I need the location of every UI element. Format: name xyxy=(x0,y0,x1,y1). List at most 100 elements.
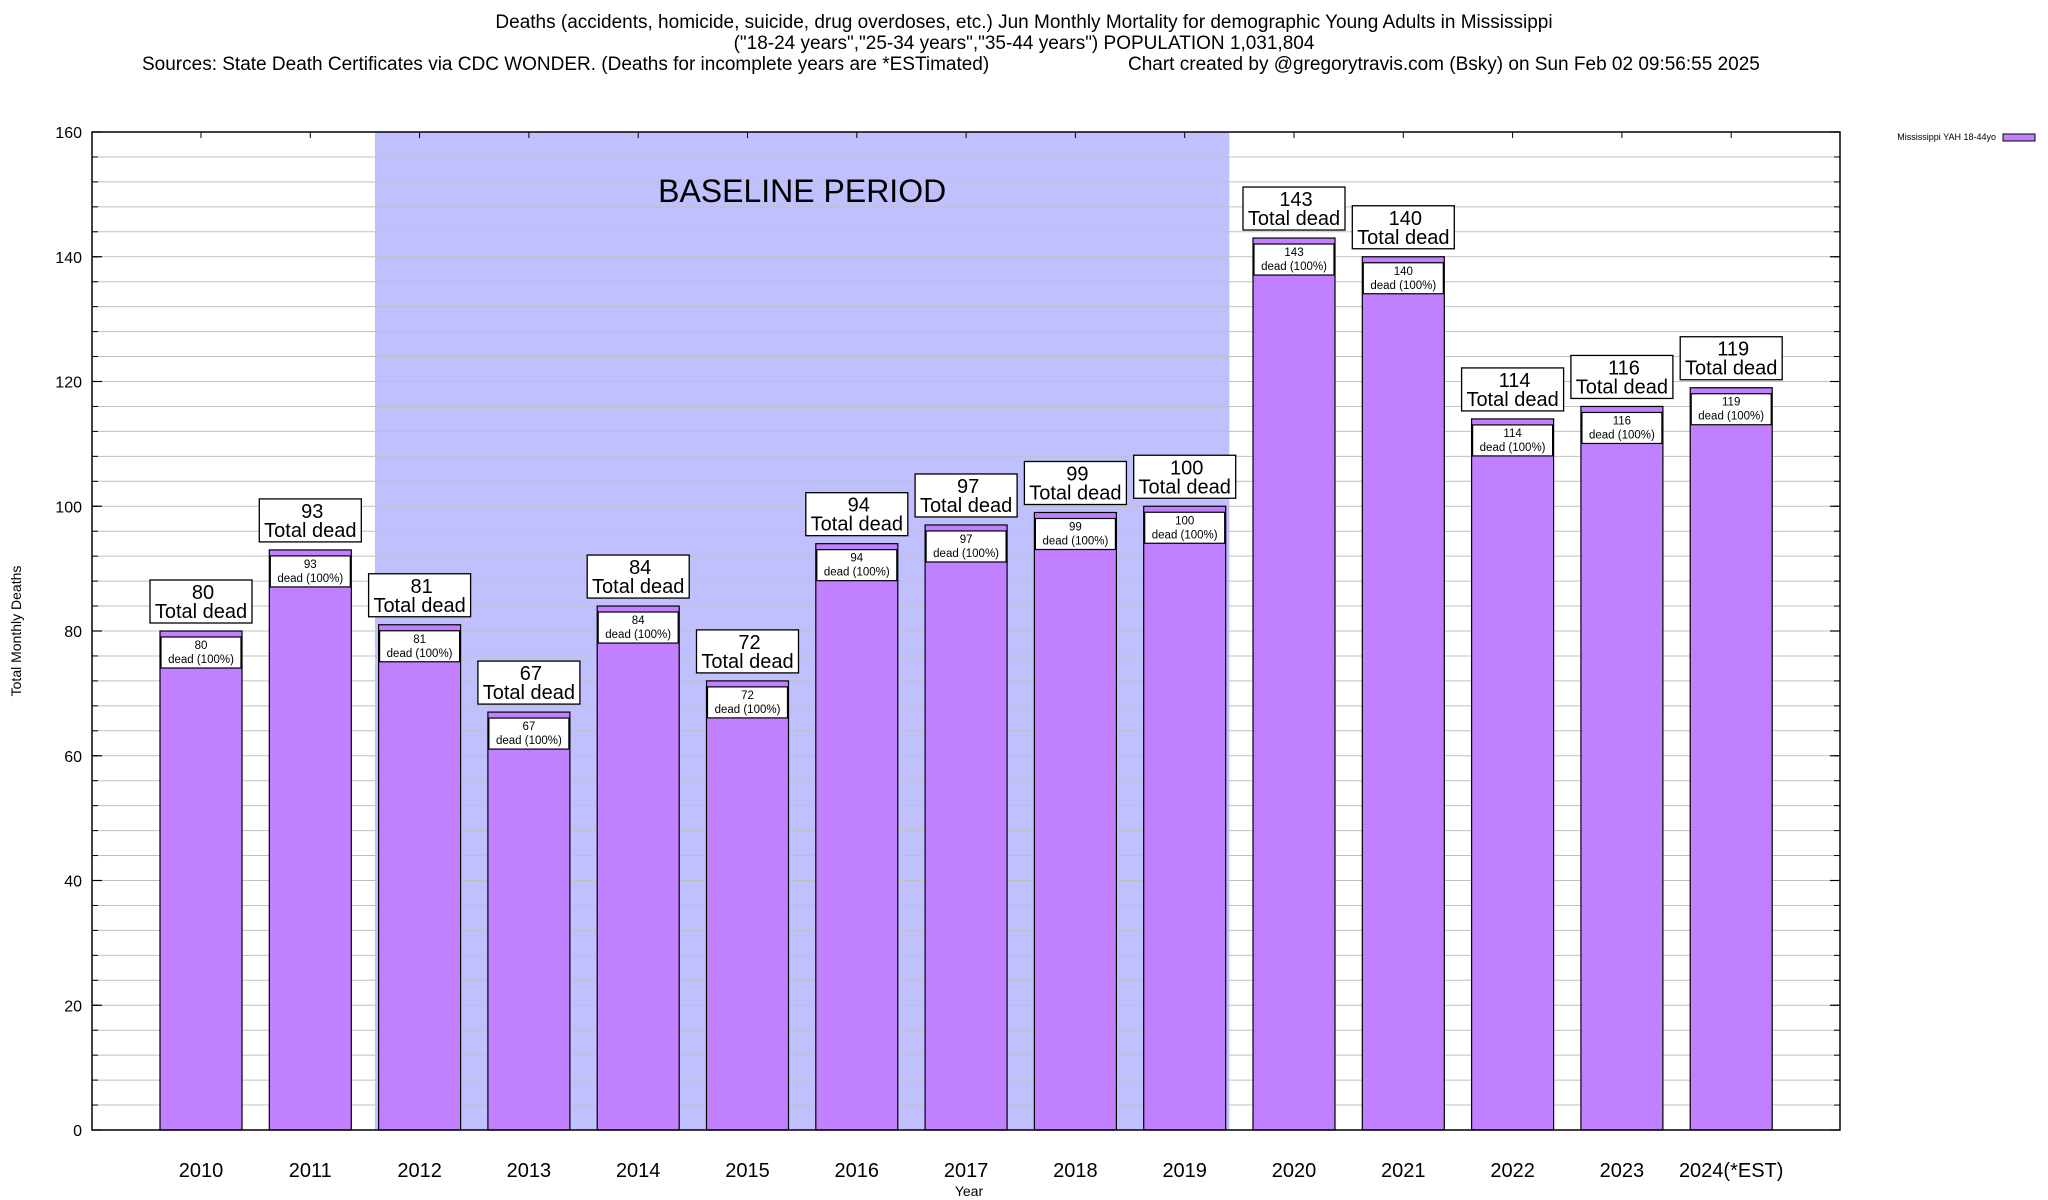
top-label-value: 119 xyxy=(1717,339,1749,361)
top-label-box xyxy=(149,579,253,624)
top-label-text: Total dead xyxy=(701,651,793,673)
chart-title: Deaths (accidents, homicide, suicide, dr… xyxy=(0,12,2048,54)
top-label-box xyxy=(477,660,581,705)
bar xyxy=(159,630,243,1131)
top-label-value: 116 xyxy=(1608,357,1640,379)
x-tick-label: 2013 xyxy=(507,1160,552,1182)
x-tick-label: 2015 xyxy=(725,1160,770,1182)
inner-label-box xyxy=(1034,517,1117,551)
top-label-box xyxy=(1242,186,1346,231)
inner-label-box xyxy=(1362,262,1444,295)
y-tick-label: 100 xyxy=(55,499,82,516)
x-tick-label: 2024(*EST) xyxy=(1679,1160,1784,1182)
bar-layer xyxy=(159,237,1773,1131)
title-line-1: Deaths (accidents, homicide, suicide, dr… xyxy=(495,12,1553,33)
inner-label-text: dead (100%) xyxy=(1370,280,1436,292)
top-label-box xyxy=(1679,336,1783,381)
inner-label-text: dead (100%) xyxy=(1589,429,1655,441)
chart-credit: Chart created by @gregorytravis.com (Bsk… xyxy=(1128,54,1760,75)
top-label-value: 93 xyxy=(301,501,323,523)
inner-label-box xyxy=(1471,424,1554,457)
top-label-text: Total dead xyxy=(483,682,575,704)
x-tick-label: 2014 xyxy=(616,1160,661,1182)
inner-label-value: 80 xyxy=(195,640,208,652)
inner-label-value: 84 xyxy=(632,615,645,627)
x-tick-label: 2017 xyxy=(944,1160,989,1182)
top-label-value: 94 xyxy=(848,495,870,517)
inner-label-value: 119 xyxy=(1722,397,1740,409)
top-label-value: 72 xyxy=(738,632,760,654)
top-label-text: Total dead xyxy=(1576,376,1668,398)
y-tick-label: 0 xyxy=(73,1123,82,1140)
top-label-box xyxy=(1351,205,1455,250)
top-label-text: Total dead xyxy=(1029,482,1121,504)
inner-label-text: dead (100%) xyxy=(1152,529,1218,541)
top-label-value: 99 xyxy=(1066,463,1088,485)
top-label-value: 80 xyxy=(192,582,214,604)
inner-label-box xyxy=(1253,243,1335,276)
inner-label-value: 67 xyxy=(523,721,536,733)
top-label-box xyxy=(914,473,1018,518)
inner-label-box xyxy=(269,555,351,588)
top-label-text: Total dead xyxy=(264,520,356,542)
y-axis-title: Total Monthly Deaths xyxy=(8,566,24,697)
inner-label-box xyxy=(816,549,898,582)
inner-label-box xyxy=(488,717,570,750)
bar xyxy=(1470,418,1555,1131)
top-label-text: Total dead xyxy=(373,595,465,617)
title-line-2: ("18-24 years","25-34 years","35-44 year… xyxy=(733,33,1315,54)
top-label-text: Total dead xyxy=(1466,389,1558,411)
bar xyxy=(596,605,680,1131)
inner-label-value: 114 xyxy=(1503,428,1522,440)
inner-label-text: dead (100%) xyxy=(1698,411,1764,423)
bar xyxy=(1580,405,1664,1131)
inner-label-box xyxy=(1690,393,1772,426)
inner-label-text: dead (100%) xyxy=(715,704,781,716)
inner-label-value: 97 xyxy=(960,534,973,546)
x-tick-label: 2011 xyxy=(289,1160,332,1182)
top-label-value: 84 xyxy=(629,557,651,579)
bar xyxy=(378,624,462,1131)
top-label-text: Total dead xyxy=(1357,227,1449,249)
top-label-text: Total dead xyxy=(920,495,1012,517)
top-label-value: 143 xyxy=(1279,189,1312,211)
inner-label-value: 94 xyxy=(850,553,863,565)
y-tick-label: 140 xyxy=(55,250,82,267)
x-tick-label: 2021 xyxy=(1381,1160,1426,1182)
top-label-text: Total dead xyxy=(1248,208,1340,230)
top-label-box xyxy=(258,498,362,543)
inner-label-text: dead (100%) xyxy=(168,654,234,666)
inner-label-text: dead (100%) xyxy=(277,573,343,585)
bar xyxy=(815,543,899,1131)
inner-label-text: dead (100%) xyxy=(1042,535,1108,547)
x-tick-label: 2023 xyxy=(1600,1160,1645,1182)
bar xyxy=(487,711,571,1131)
bar xyxy=(268,549,352,1131)
inner-label-text: dead (100%) xyxy=(496,735,562,747)
inner-label-box xyxy=(379,630,461,663)
bar xyxy=(1252,237,1336,1131)
top-label-box xyxy=(367,573,472,618)
bar xyxy=(1033,511,1118,1131)
inner-label-text: dead (100%) xyxy=(933,548,999,560)
inner-label-value: 81 xyxy=(413,634,426,646)
x-axis-title: Year xyxy=(955,1183,984,1199)
inner-label-value: 140 xyxy=(1394,266,1413,278)
top-label-value: 67 xyxy=(520,663,542,685)
y-tick-label: 40 xyxy=(64,874,82,891)
inner-label-value: 143 xyxy=(1284,247,1303,259)
y-tick-label: 80 xyxy=(64,624,82,641)
x-tick-label: 2020 xyxy=(1272,1160,1317,1182)
inner-label-text: dead (100%) xyxy=(605,629,671,641)
inner-label-text: dead (100%) xyxy=(387,648,453,660)
x-tick-label: 2019 xyxy=(1162,1160,1207,1182)
inner-label-value: 99 xyxy=(1069,521,1082,533)
top-label-text: Total dead xyxy=(1139,476,1231,498)
x-tick-label: 2022 xyxy=(1490,1160,1535,1182)
y-tick-label: 20 xyxy=(64,998,82,1015)
sources-note: Sources: State Death Certificates via CD… xyxy=(142,54,990,75)
top-label-text: Total dead xyxy=(1685,358,1777,380)
top-label-value: 97 xyxy=(957,476,979,498)
top-label-box xyxy=(1133,454,1237,499)
